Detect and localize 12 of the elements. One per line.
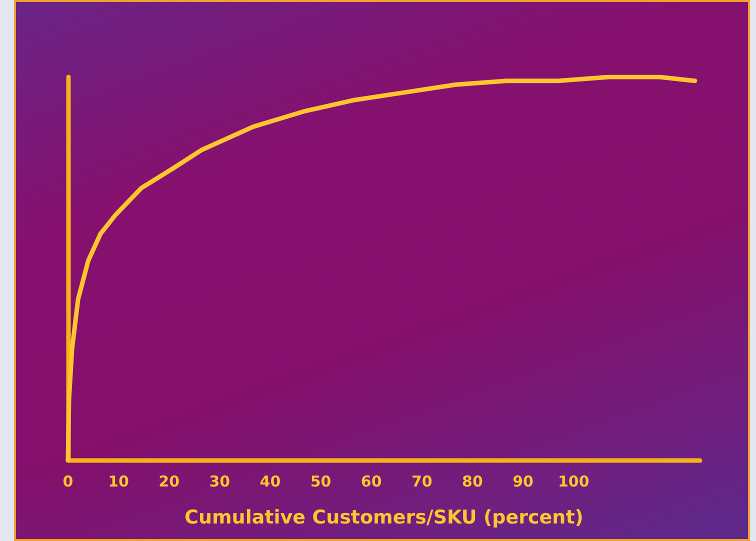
- x-tick-label: 100: [558, 472, 590, 490]
- x-tick-label: 80: [462, 472, 483, 490]
- x-tick-label: 60: [360, 472, 382, 490]
- x-tick-label: 40: [260, 472, 281, 490]
- x-tick-label: 10: [108, 472, 129, 490]
- x-tick-label: 50: [310, 472, 332, 490]
- x-tick-label: 70: [411, 472, 432, 490]
- x-tick-label: 30: [209, 472, 230, 490]
- x-tick-label: 20: [158, 472, 180, 490]
- x-tick-label: 90: [512, 472, 534, 490]
- x-tick-label: 0: [62, 472, 74, 490]
- x-axis-title: Cumulative Customers/SKU (percent): [184, 506, 584, 528]
